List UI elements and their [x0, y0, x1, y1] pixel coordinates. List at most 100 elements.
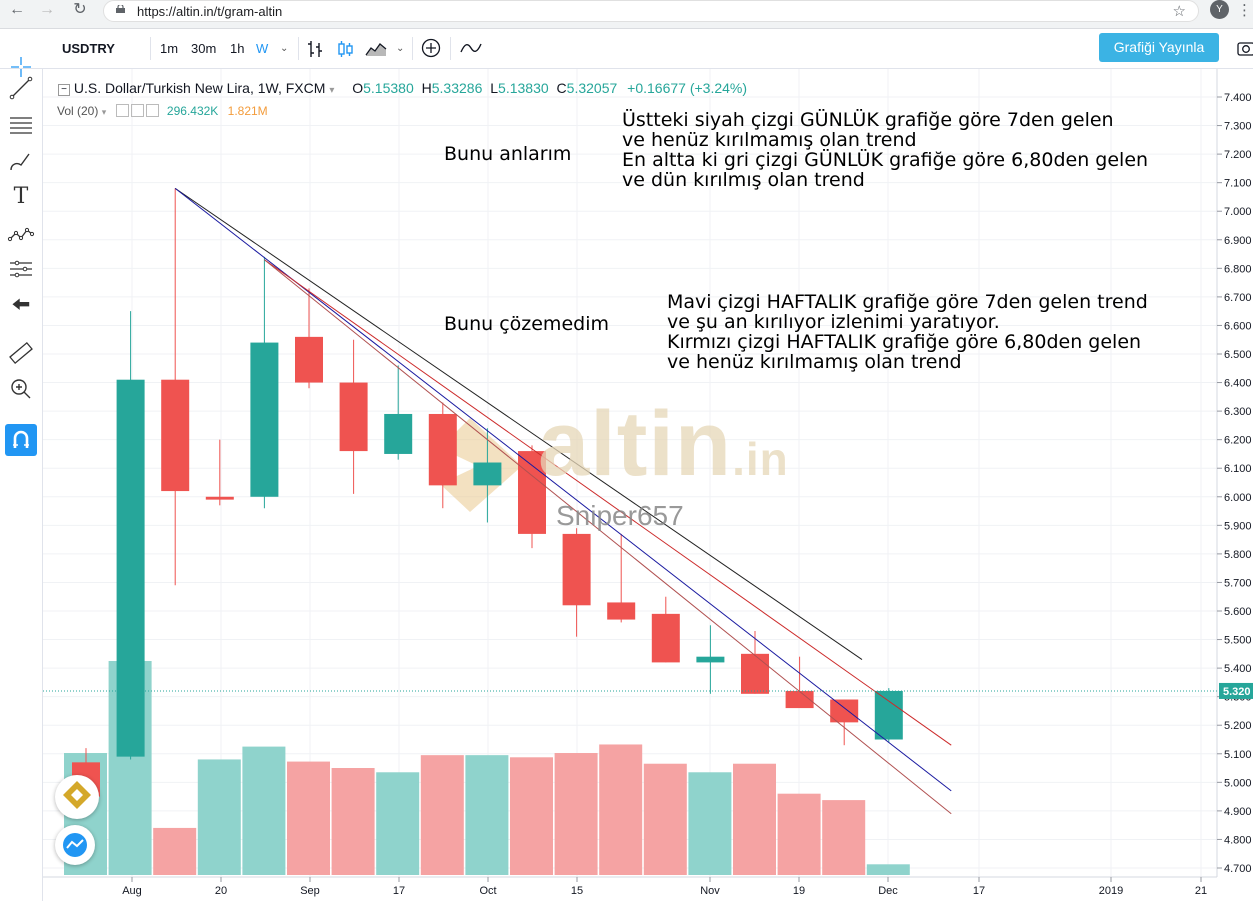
- low-label: L: [490, 80, 499, 96]
- tradingview-logo-button[interactable]: [55, 825, 95, 865]
- trend-line-icon[interactable]: [7, 74, 35, 102]
- bookmark-star-icon[interactable]: ☆: [1172, 3, 1186, 20]
- area-style-icon[interactable]: [365, 40, 387, 58]
- volume-value: 296.432K: [166, 104, 219, 118]
- time-tick-label: 17: [393, 885, 405, 897]
- time-tick-label: Nov: [700, 885, 720, 897]
- price-tick-label: 7.200: [1224, 149, 1252, 161]
- price-tick-label: 7.000: [1224, 206, 1252, 218]
- candle-body: [874, 690, 903, 740]
- watermark: [440, 418, 522, 512]
- volume-bar: [688, 772, 732, 875]
- forward-icon[interactable]: →: [39, 1, 55, 18]
- magnet-icon[interactable]: [5, 424, 37, 456]
- drawing-toolbar: T 🠨: [0, 57, 43, 901]
- volume-bar: [822, 800, 866, 875]
- bars-style-icon[interactable]: [306, 39, 324, 59]
- gold-logo-button[interactable]: [55, 775, 99, 819]
- candle-body: [116, 379, 145, 757]
- back-icon[interactable]: ←: [9, 1, 25, 18]
- interval-30m[interactable]: 30m: [191, 41, 217, 56]
- volume-bar: [643, 763, 687, 875]
- price-tick-label: 6.200: [1224, 435, 1252, 447]
- add-indicator-icon[interactable]: [421, 38, 441, 58]
- candle-body: [696, 656, 725, 663]
- volume-bar: [287, 761, 330, 875]
- zoom-in-icon[interactable]: [7, 375, 35, 403]
- price-tick-label: 6.700: [1224, 292, 1252, 304]
- candle-body: [384, 413, 413, 454]
- price-tick-label: 5.400: [1224, 663, 1252, 675]
- horizontal-lines-icon[interactable]: [7, 111, 35, 139]
- time-tick-label: 2019: [1099, 885, 1123, 897]
- price-tick-label: 6.900: [1224, 235, 1252, 247]
- text-tool-icon[interactable]: T: [13, 184, 29, 209]
- high-label: H: [421, 80, 432, 96]
- price-tick-label: 5.300: [1224, 692, 1252, 704]
- interval-dropdown-icon[interactable]: ⌄: [280, 43, 289, 54]
- high-value: 5.33286: [431, 80, 483, 96]
- candle-body: [205, 496, 234, 500]
- candles-style-icon[interactable]: [336, 39, 354, 59]
- volume-dropdown-icon[interactable]: ▾: [101, 107, 107, 117]
- volume-bar: [153, 827, 197, 875]
- style-dropdown-icon[interactable]: ⌄: [396, 43, 405, 54]
- lock-icon: [116, 5, 125, 13]
- watermark-brand-tld: .in: [732, 433, 789, 485]
- series-legend: − U.S. Dollar/Turkish New Lira, 1W, FXCM…: [58, 80, 747, 96]
- annotation-line: ve henüz kırılmamış olan trend: [622, 129, 917, 151]
- prediction-icon[interactable]: [7, 255, 35, 283]
- price-tick-label: 5.800: [1224, 549, 1252, 561]
- watermark-brand: altin.in: [538, 398, 789, 505]
- volume-bar: [733, 763, 776, 875]
- time-tick-label: Sep: [300, 885, 320, 897]
- reload-icon[interactable]: ↻: [73, 1, 87, 18]
- annotation-line: Üstteki siyah çizgi GÜNLÜK grafiğe göre …: [622, 109, 1114, 131]
- annotation-line: En altta ki gri çizgi GÜNLÜK grafiğe gör…: [622, 149, 1149, 171]
- change-value: +0.16677 (+3.24%): [627, 80, 748, 96]
- camera-icon[interactable]: [1237, 39, 1253, 57]
- volume-label[interactable]: Vol (20): [57, 104, 99, 118]
- interval-1m[interactable]: 1m: [160, 41, 179, 56]
- volume-bar: [197, 759, 241, 875]
- legend-dropdown-icon[interactable]: ▾: [329, 85, 335, 96]
- volume-legend: Vol (20) ▾ 296.432K 1.821M: [57, 104, 268, 120]
- annotation-understand: Bunu anlarım: [444, 143, 572, 165]
- price-tick-label: 6.800: [1224, 263, 1252, 275]
- time-tick-label: 21: [1195, 885, 1207, 897]
- address-bar[interactable]: https://altin.in/t/gram-altin ☆: [103, 0, 1199, 22]
- pattern-icon[interactable]: [7, 219, 35, 247]
- annotation-line: Mavi çizgi HAFTALIK grafiğe göre 7den ge…: [667, 291, 1148, 313]
- price-tick-label: 6.400: [1224, 378, 1252, 390]
- candle-body: [161, 379, 190, 492]
- annotation-line: ve henüz kırılmamış olan trend: [667, 351, 962, 373]
- toolbar-divider: [298, 37, 299, 60]
- price-tick-label: 5.000: [1224, 777, 1252, 789]
- collapse-legend-icon[interactable]: −: [58, 84, 70, 96]
- price-tick-label: 7.400: [1224, 92, 1252, 104]
- publish-chart-button[interactable]: Grafiği Yayınla: [1099, 33, 1219, 62]
- interval-w[interactable]: W: [256, 41, 269, 56]
- brush-icon[interactable]: [7, 148, 35, 176]
- series-title[interactable]: U.S. Dollar/Turkish New Lira, 1W, FXCM: [73, 80, 326, 96]
- crosshair-icon[interactable]: [7, 53, 35, 81]
- annotation-line: ve şu an kırılıyor izlenimi yaratıyor.: [667, 311, 1000, 333]
- symbol-search[interactable]: USDTRY: [62, 41, 115, 56]
- close-value: 5.32057: [566, 80, 618, 96]
- compare-icon[interactable]: [460, 41, 482, 55]
- volume-settings-icons[interactable]: [115, 104, 159, 120]
- volume-bar: [777, 793, 821, 875]
- close-label: C: [556, 80, 567, 96]
- ruler-icon[interactable]: [7, 339, 35, 367]
- profile-avatar[interactable]: Y: [1210, 0, 1229, 19]
- price-tick-label: 4.800: [1224, 834, 1252, 846]
- browser-menu-icon[interactable]: ⋮: [1237, 2, 1252, 19]
- time-tick-label: 20: [215, 885, 227, 897]
- price-tick-label: 5.200: [1224, 720, 1252, 732]
- open-value: 5.15380: [363, 80, 414, 96]
- time-tick-label: 15: [571, 885, 583, 897]
- candle-body: [428, 413, 457, 486]
- interval-1h[interactable]: 1h: [230, 41, 245, 56]
- watermark-logo-shape: [440, 418, 522, 512]
- back-arrow-icon[interactable]: 🠨: [12, 292, 30, 317]
